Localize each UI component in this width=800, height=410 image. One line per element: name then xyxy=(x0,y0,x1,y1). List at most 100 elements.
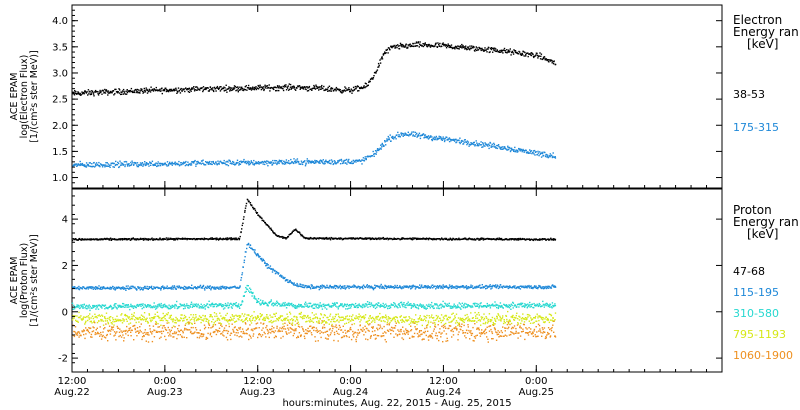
data-point xyxy=(325,322,327,324)
data-point xyxy=(243,216,245,218)
data-point xyxy=(525,285,528,288)
data-point xyxy=(247,285,249,287)
data-point xyxy=(95,164,97,166)
data-point xyxy=(158,165,160,167)
data-point xyxy=(481,284,483,286)
data-point xyxy=(319,286,321,288)
data-point xyxy=(363,237,365,240)
data-point xyxy=(392,304,394,306)
data-point xyxy=(176,300,178,303)
data-point xyxy=(245,205,247,207)
data-point xyxy=(159,319,161,322)
data-point xyxy=(544,57,546,60)
data-point xyxy=(477,303,479,306)
data-point xyxy=(281,162,283,164)
data-point xyxy=(433,137,435,139)
data-point xyxy=(196,306,198,308)
data-point xyxy=(230,89,232,92)
data-point xyxy=(124,238,126,241)
data-point xyxy=(113,324,115,326)
data-point xyxy=(323,305,325,307)
data-point xyxy=(213,90,215,93)
data-point xyxy=(385,238,387,240)
data-point xyxy=(354,302,357,305)
data-point xyxy=(119,319,121,321)
data-point xyxy=(522,305,524,307)
data-point xyxy=(190,162,192,165)
data-point xyxy=(439,284,441,287)
data-point xyxy=(149,238,152,241)
data-point xyxy=(180,317,182,319)
data-point xyxy=(327,86,329,89)
data-point xyxy=(471,45,473,47)
data-point xyxy=(184,238,186,240)
data-point xyxy=(512,51,514,54)
data-point xyxy=(509,238,512,240)
data-point xyxy=(502,52,504,54)
data-point xyxy=(464,47,466,49)
data-point xyxy=(490,285,493,287)
data-point xyxy=(73,91,75,94)
data-point xyxy=(79,316,81,319)
data-point xyxy=(296,316,298,318)
data-point xyxy=(471,285,474,287)
data-point xyxy=(229,90,231,92)
data-point xyxy=(244,211,246,213)
data-point xyxy=(346,163,348,165)
data-point xyxy=(167,238,170,241)
data-point xyxy=(489,284,491,286)
data-point xyxy=(360,160,362,162)
data-point xyxy=(520,148,522,151)
data-point xyxy=(506,305,508,307)
data-point xyxy=(393,286,396,289)
data-point xyxy=(218,318,220,320)
data-point xyxy=(122,286,124,288)
data-point xyxy=(177,163,180,166)
data-point xyxy=(274,162,277,164)
data-point xyxy=(288,280,291,282)
data-point xyxy=(272,159,274,162)
data-point xyxy=(288,88,291,90)
data-point xyxy=(245,288,248,290)
data-point xyxy=(202,238,204,240)
data-point xyxy=(471,238,474,241)
data-point xyxy=(199,284,202,287)
data-point xyxy=(244,319,246,321)
data-point xyxy=(486,305,488,308)
data-point xyxy=(279,87,281,89)
data-point xyxy=(345,162,347,164)
data-point xyxy=(415,237,417,240)
data-point xyxy=(475,140,477,142)
data-point xyxy=(182,317,185,320)
data-point xyxy=(309,316,311,319)
data-point xyxy=(106,90,108,92)
data-point xyxy=(495,303,497,306)
data-point xyxy=(203,318,205,320)
data-point xyxy=(78,285,80,288)
data-point xyxy=(522,148,524,151)
data-point xyxy=(195,89,198,91)
data-point xyxy=(496,238,498,240)
data-point xyxy=(91,90,93,92)
data-point xyxy=(141,307,143,310)
data-point xyxy=(109,239,111,241)
data-point xyxy=(510,149,512,152)
data-point xyxy=(456,287,458,290)
data-point xyxy=(376,238,378,240)
data-point xyxy=(307,238,310,240)
data-point xyxy=(498,286,501,289)
data-point xyxy=(110,92,112,94)
data-point xyxy=(126,238,128,240)
data-point xyxy=(423,137,425,139)
data-point xyxy=(231,162,233,165)
data-point xyxy=(245,317,247,320)
data-point xyxy=(346,285,348,287)
data-point xyxy=(548,61,550,63)
data-point xyxy=(79,160,81,163)
data-point xyxy=(131,90,133,92)
data-point xyxy=(437,138,439,140)
data-point xyxy=(116,92,119,94)
data-point xyxy=(235,161,238,164)
data-point xyxy=(395,238,398,240)
data-point xyxy=(488,147,490,150)
